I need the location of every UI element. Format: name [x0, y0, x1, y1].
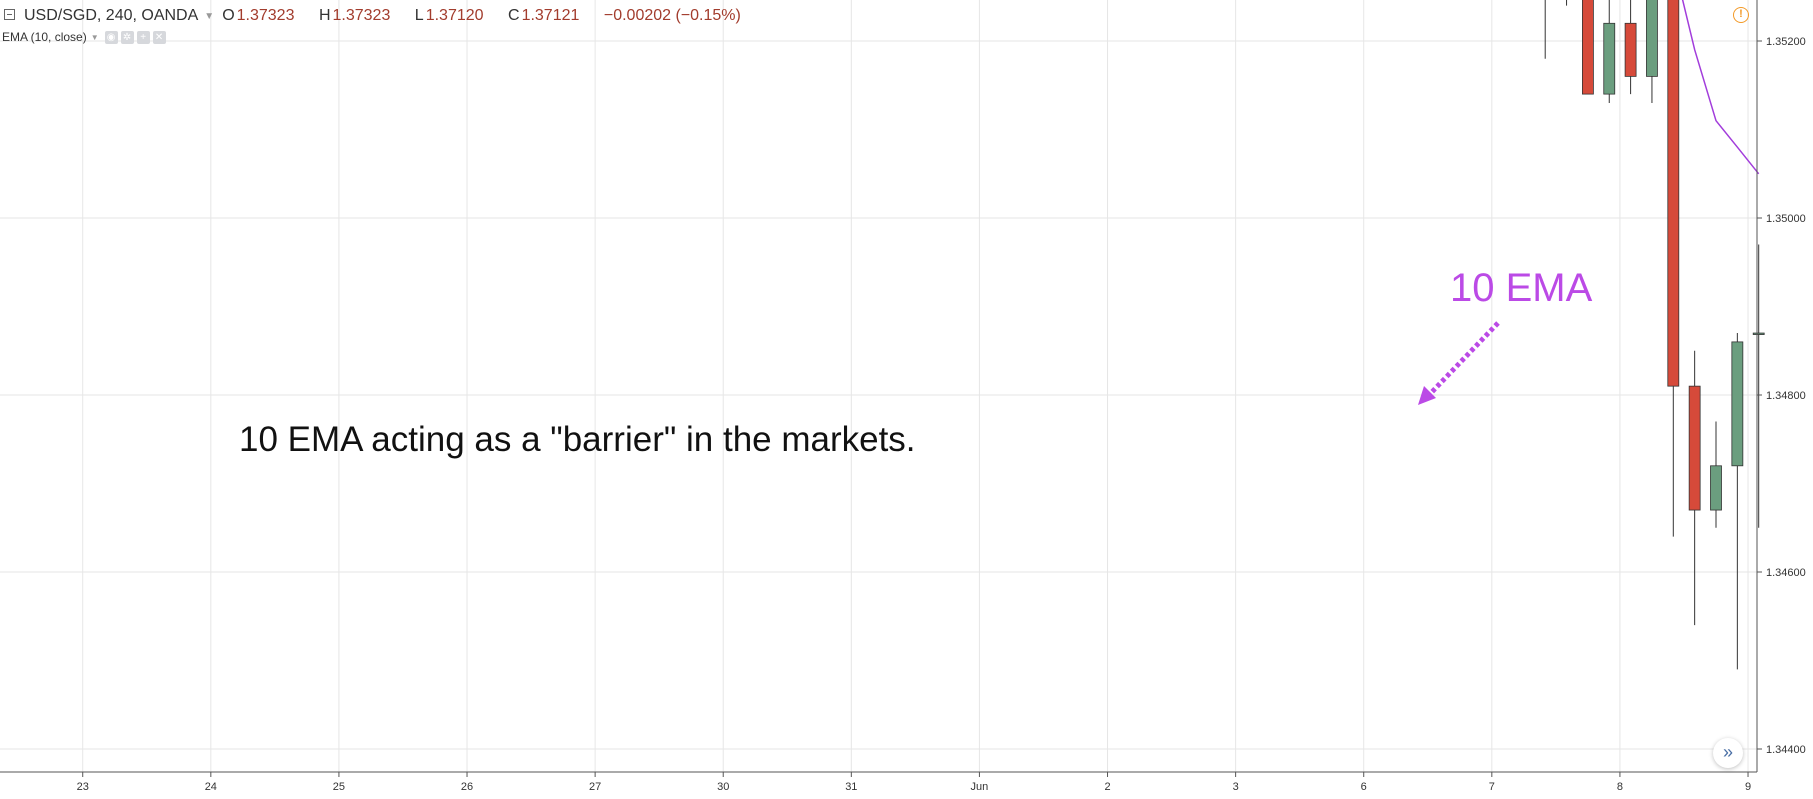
y-tick-label: 1.34400	[1766, 744, 1806, 756]
collapse-icon[interactable]	[4, 9, 15, 20]
candle-body	[1582, 0, 1594, 95]
x-tick-label: 3	[1233, 781, 1239, 793]
x-tick-label: 27	[589, 781, 601, 793]
scroll-to-realtime-icon[interactable]: »	[1713, 738, 1743, 768]
candle	[1582, 0, 1594, 95]
high-key: H	[318, 7, 331, 24]
candle-body	[1603, 22, 1616, 95]
candle-body	[1646, 0, 1658, 77]
candle-body	[1667, 0, 1680, 387]
x-tick-label: 7	[1489, 781, 1495, 793]
warning-icon[interactable]: !	[1733, 7, 1749, 23]
x-tick-label: 8	[1617, 781, 1623, 793]
x-tick-label: 24	[205, 781, 217, 793]
price-axis: 1.344001.346001.348001.350001.352001.354…	[1756, 0, 1806, 772]
ema-annotation-label: 10 EMA	[1450, 266, 1593, 310]
plus-icon[interactable]: +	[136, 30, 150, 44]
indicator-label[interactable]: EMA (10, close)	[2, 30, 87, 44]
time-axis: 23 24 25 26 27 30 31 Jun 2 3 6 7 8 9	[0, 771, 1757, 793]
candle	[1544, 0, 1546, 59]
low-key: L	[414, 7, 424, 24]
x-tick-label: 26	[461, 781, 473, 793]
candle-body	[1624, 22, 1637, 77]
candle	[1667, 0, 1680, 537]
annotation-arrow	[1418, 321, 1500, 405]
annotation-text: 10 EMA acting as a "barrier" in the mark…	[239, 420, 916, 459]
x-tick-label: 31	[845, 781, 857, 793]
dotted-arrow-shaft	[1427, 321, 1500, 397]
y-tick-label: 1.35200	[1766, 36, 1806, 48]
candle	[1603, 0, 1616, 103]
ohlc-readout: O 1.37323 H 1.37323 L 1.37120 C 1.37121 −0.0…	[222, 7, 751, 25]
candle-body	[1688, 385, 1701, 511]
symbol-label[interactable]: USD/SGD, 240, OANDA	[24, 7, 199, 24]
candle-body	[1710, 465, 1722, 511]
candle	[1752, 244, 1765, 528]
x-tick-label: 30	[717, 781, 729, 793]
chevron-down-icon[interactable]: ▼	[90, 32, 99, 42]
x-tick-label: 9	[1745, 781, 1751, 793]
x-tick-label: Jun	[971, 781, 989, 793]
y-tick-label: 1.35000	[1766, 213, 1806, 225]
low-value: 1.37120	[425, 7, 484, 24]
candlestick-series	[1544, 0, 1765, 670]
candle-body	[1731, 341, 1744, 467]
ema-line	[1681, 0, 1760, 175]
close-value: 1.37121	[521, 7, 580, 24]
x-tick-label: 6	[1361, 781, 1367, 793]
change-value: −0.00202 (−0.15%)	[603, 7, 741, 24]
candle	[1731, 333, 1744, 670]
candle	[1688, 350, 1701, 626]
candle	[1566, 0, 1568, 6]
candle	[1624, 0, 1637, 95]
open-value: 1.37323	[236, 7, 295, 24]
chart-header: USD/SGD, 240, OANDA ▼ O 1.37323 H 1.37323 …	[0, 6, 751, 26]
candle	[1710, 421, 1722, 528]
chart-grid	[0, 0, 1757, 772]
candle-body	[1752, 332, 1765, 335]
open-key: O	[222, 7, 235, 24]
indicator-legend: EMA (10, close) ▼ ◉ ✲ + ✕	[2, 30, 169, 44]
x-tick-label: 25	[333, 781, 345, 793]
close-icon[interactable]: ✕	[152, 30, 166, 44]
arrow-head	[1418, 386, 1436, 405]
close-key: C	[508, 7, 520, 24]
x-tick-label: 23	[77, 781, 89, 793]
y-tick-label: 1.34600	[1766, 567, 1806, 579]
gear-icon[interactable]: ✲	[120, 30, 134, 44]
eye-icon[interactable]: ◉	[104, 30, 118, 44]
chevron-down-icon[interactable]: ▼	[204, 10, 215, 22]
candle	[1646, 0, 1658, 103]
high-value: 1.37323	[332, 7, 391, 24]
x-tick-label: 2	[1104, 781, 1110, 793]
ema-line-group	[1681, 0, 1760, 175]
y-tick-label: 1.34800	[1766, 390, 1806, 402]
